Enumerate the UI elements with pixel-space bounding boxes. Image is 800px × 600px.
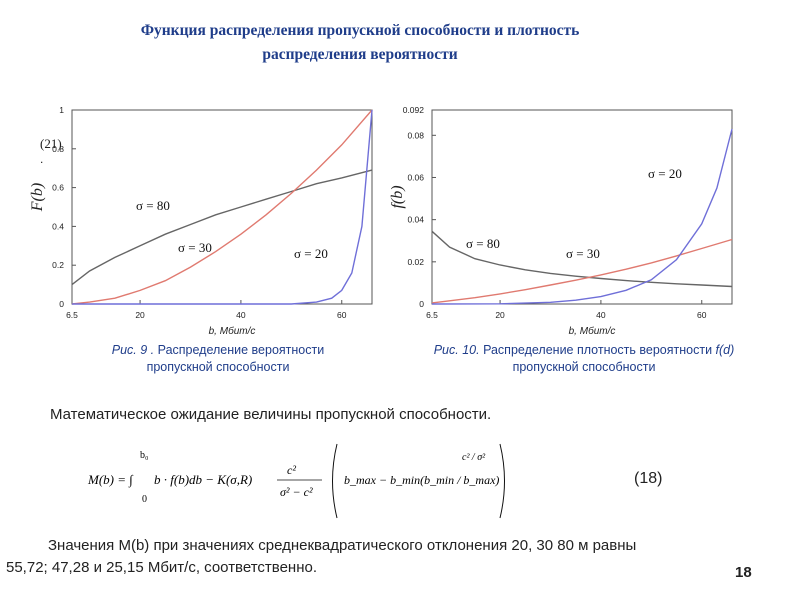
formula-lower-limit: 0 <box>142 494 147 505</box>
x-tick-label: 60 <box>337 310 347 320</box>
x-tick-label: 6.5 <box>426 310 438 320</box>
cdf-chart: 0 0.2 0.4 0.6 0.8 1 6.5 20 40 60 b, Мбит/с F(b) σ = … <box>29 105 373 337</box>
figure10-number: Рис. 10. <box>433 343 480 357</box>
x-axis-label: b, Мбит/с <box>209 325 256 337</box>
x-tick-label: 40 <box>236 310 246 320</box>
formula-lhs: M(b) = ∫ <box>87 472 134 488</box>
figure9-caption-line2: пропускной способности <box>146 360 290 374</box>
formula-right-bracket <box>499 443 505 519</box>
series-line <box>431 230 733 288</box>
series-label: σ = 30 <box>566 246 600 261</box>
figure9-number: Рис. 9 . <box>111 343 155 357</box>
y-tick-label: 0.8 <box>52 144 64 154</box>
series-line <box>71 109 373 305</box>
series-line <box>72 109 373 305</box>
y-tick-label: 0 <box>419 299 424 309</box>
y-tick-label: 0.02 <box>407 257 424 267</box>
y-tick-label: 0.08 <box>407 130 424 140</box>
conclusion-line1: Значения M(b) при значениях среднеквадра… <box>48 537 637 554</box>
formula-bracket-body: b_max − b_min(b_min / b_max) <box>344 473 499 487</box>
series-line <box>71 169 373 286</box>
series-label: σ = 80 <box>466 236 500 251</box>
y-axis-label: f(b) <box>389 185 406 208</box>
series-line <box>431 238 733 304</box>
figure10-caption-line1: Распределение плотность вероятности <box>483 343 713 357</box>
figure10-caption-line2: пропускной способности <box>512 360 656 374</box>
y-tick-label: 0.2 <box>52 260 64 270</box>
y-tick-label: 0 <box>59 299 64 309</box>
y-tick-label: 0.4 <box>52 221 64 231</box>
x-tick-label: 40 <box>596 310 606 320</box>
slide-title-line2: распределения вероятности <box>262 46 458 63</box>
plot-frame <box>71 109 373 305</box>
figure9-caption: Рис. 9 . Распределение вероятности пропу… <box>58 342 378 376</box>
y-tick-label: 0.06 <box>407 172 424 182</box>
formula-frac-num: c² <box>287 463 296 477</box>
x-axis-label: b, Мбит/с <box>569 325 616 337</box>
formula-exponent: c² / σ² <box>462 452 486 463</box>
y-tick-label: 0.6 <box>52 183 64 193</box>
series-label: σ = 80 <box>136 198 170 213</box>
series-label: σ = 30 <box>178 240 212 255</box>
pdf-chart: 0 0.02 0.04 0.06 0.08 0.092 6.5 20 40 60 b, Мбит/с… <box>389 105 733 337</box>
series-label: σ = 20 <box>648 166 682 181</box>
x-tick-label: 6.5 <box>66 310 78 320</box>
x-tick-label: 20 <box>135 310 145 320</box>
conclusion-line2: 55,72; 47,28 и 25,15 Мбит/с, соответстве… <box>6 559 317 576</box>
figure9-caption-line1: Распределение вероятности <box>157 343 325 357</box>
plot-frame <box>431 109 733 305</box>
y-axis-label: F(b) <box>29 183 46 212</box>
y-tick-label: 0.092 <box>403 105 425 115</box>
figure10-caption: Рис. 10. Распределение плотность вероятн… <box>394 342 774 376</box>
page-number: 18 <box>735 564 752 581</box>
formula-left-bracket <box>332 443 338 519</box>
reference-dot: . <box>40 152 44 166</box>
expectation-text: Математическое ожидание величины пропуск… <box>50 406 492 423</box>
formula-18: M(b) = ∫ b₀ 0 b · f(b)db − K(σ,R) c² σ² … <box>87 443 505 519</box>
formula-integrand: b · f(b)db − K(σ,R) <box>154 472 252 487</box>
series-label: σ = 20 <box>294 246 328 261</box>
slide-title-line1: Функция распределения пропускной способн… <box>140 22 580 39</box>
x-tick-label: 60 <box>697 310 707 320</box>
reference-21: (21) <box>40 136 62 151</box>
formula-upper-limit: b₀ <box>140 450 149 461</box>
y-tick-label: 0.04 <box>407 215 424 225</box>
series-line <box>431 128 733 305</box>
y-tick-label: 1 <box>59 105 64 115</box>
figure10-caption-fd: f(d) <box>715 343 735 357</box>
equation-number: (18) <box>634 470 663 487</box>
x-tick-label: 20 <box>495 310 505 320</box>
formula-frac-den: σ² − c² <box>280 485 313 499</box>
